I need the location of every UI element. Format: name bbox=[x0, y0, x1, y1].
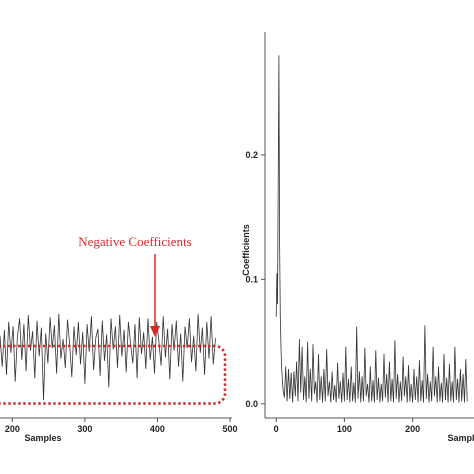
left-x-tick-label: 200 bbox=[5, 424, 20, 434]
left-series-line bbox=[0, 313, 216, 401]
right-x-tick-label: 200 bbox=[405, 424, 420, 434]
left-x-tick-label: 500 bbox=[222, 424, 237, 434]
right-x-tick-label: 100 bbox=[337, 424, 352, 434]
left-x-tick-label: 400 bbox=[150, 424, 165, 434]
right-x-tick-label: 0 bbox=[274, 424, 279, 434]
right-y-tick-label: 0.1 bbox=[245, 274, 258, 284]
right-x-ticks: 0 100 200 bbox=[274, 418, 420, 434]
annotation-arrow-head bbox=[150, 326, 160, 337]
right-panel: 0.0 0.1 0.2 0 100 200 Coefficients Samples bbox=[241, 32, 474, 443]
negative-coefficients-box bbox=[0, 344, 227, 405]
right-y-ticks: 0.0 0.1 0.2 bbox=[245, 150, 265, 409]
right-y-tick-label: 0.0 bbox=[245, 399, 258, 409]
right-y-tick-label: 0.2 bbox=[245, 150, 258, 160]
left-panel: 200 300 400 500 Samples Negative Coefficien… bbox=[0, 234, 238, 443]
left-x-ticks: 200 300 400 500 bbox=[5, 418, 238, 434]
right-series-line bbox=[275, 55, 468, 403]
right-x-axis-label: Samples bbox=[447, 433, 474, 443]
right-y-axis-label: Coefficients bbox=[241, 224, 251, 276]
left-x-axis-label: Samples bbox=[24, 433, 61, 443]
negative-coefficients-label: Negative Coefficients bbox=[78, 234, 191, 249]
left-x-tick-label: 300 bbox=[77, 424, 92, 434]
